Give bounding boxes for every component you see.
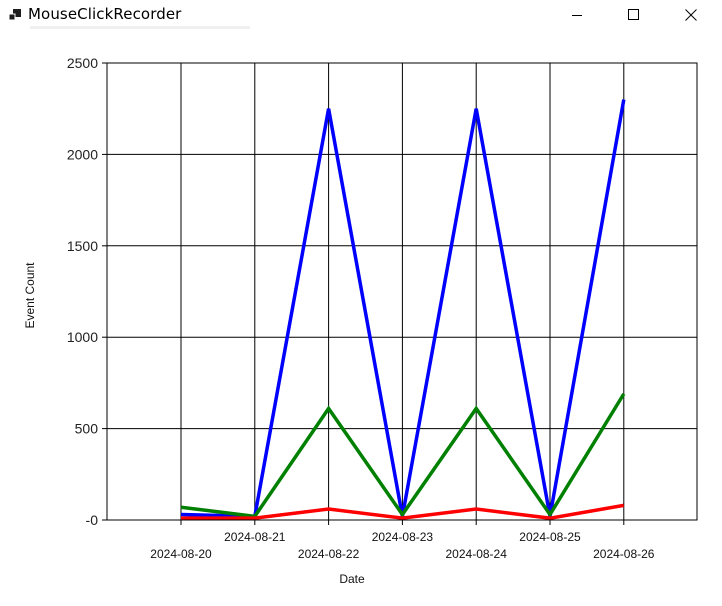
y-axis-title: Event Count	[23, 262, 37, 329]
y-tick-label: 1000	[67, 329, 98, 345]
y-axis-ticks: -0 500 1000 1500 2000 2500	[67, 55, 107, 528]
x-tick-label: 2024-08-23	[372, 530, 434, 544]
y-tick-label: 1500	[67, 238, 98, 254]
y-tick-label: 2500	[67, 55, 98, 71]
y-tick-label: 2000	[67, 146, 98, 162]
maximize-icon	[628, 9, 639, 20]
x-tick-label: 2024-08-21	[224, 530, 286, 544]
window-title: MouseClickRecorder	[28, 5, 182, 23]
series-line	[180, 392, 626, 519]
close-button[interactable]	[668, 0, 714, 30]
close-icon	[685, 9, 697, 21]
hidden-toolbar-remnant	[30, 22, 250, 32]
x-tick-label: 2024-08-25	[519, 530, 581, 544]
series-line	[181, 503, 625, 520]
x-tick-label: 2024-08-20	[150, 547, 212, 561]
app-icon	[8, 9, 21, 21]
x-tick-label: 2024-08-22	[298, 547, 360, 561]
x-tick-label: 2024-08-24	[446, 547, 508, 561]
y-tick-label: -0	[86, 512, 99, 528]
chart-grid	[107, 63, 697, 520]
y-tick-label: 500	[75, 421, 99, 437]
minimize-icon	[572, 15, 582, 16]
x-axis-title: Date	[339, 572, 365, 586]
chart-series	[180, 99, 626, 520]
minimize-button[interactable]	[554, 0, 600, 30]
maximize-button[interactable]	[611, 0, 657, 30]
x-tick-label: 2024-08-26	[593, 547, 655, 561]
x-axis-ticks: 2024-08-20 2024-08-21 2024-08-22 2024-08-23…	[150, 520, 655, 561]
title-bar[interactable]: MouseClickRecorder	[0, 0, 722, 30]
